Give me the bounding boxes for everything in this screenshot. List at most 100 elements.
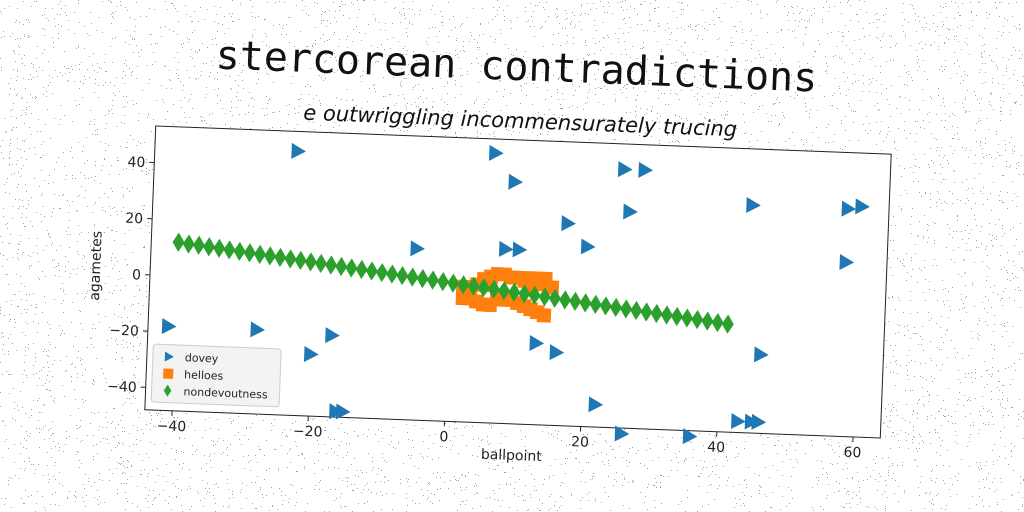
point-nondevoutness [172,232,185,252]
point-helloes [537,277,553,292]
data-marks [161,142,870,445]
point-dovey [754,346,769,363]
point-nondevoutness [508,282,521,302]
x-tick-label: 40 [707,439,725,456]
chart-title: stercorean contradictions [215,32,818,101]
point-nondevoutness [365,261,378,281]
point-nondevoutness [335,256,348,277]
point-nondevoutness [589,294,602,314]
point-dovey [303,345,319,362]
axis-ticks: −40 −20 0 20 40 60 −40 −20 0 20 40 [107,154,862,462]
point-nondevoutness [538,287,551,307]
point-nondevoutness [630,300,643,321]
point-nondevoutness [691,309,704,330]
point-nondevoutness [701,311,714,331]
point-nondevoutness [518,284,531,304]
point-helloes [536,308,552,323]
point-dovey [325,327,340,344]
x-tick-label: 0 [439,429,449,445]
point-dovey [549,344,565,361]
x-axis-label: ballpoint [481,447,543,465]
point-nondevoutness [284,249,297,269]
point-nondevoutness [681,308,694,328]
point-dovey [580,238,596,255]
point-nondevoutness [711,312,724,333]
point-dovey [250,321,266,338]
point-nondevoutness [436,272,449,292]
point-nondevoutness [477,278,490,298]
point-dovey [512,241,528,258]
point-dovey [161,318,177,335]
point-nondevoutness [548,288,561,308]
y-tick-label: 40 [127,154,145,171]
point-nondevoutness [192,235,205,255]
legend-label-dovey: dovey [185,351,219,365]
point-nondevoutness [213,238,226,258]
legend-frame [150,343,282,408]
point-nondevoutness [406,267,419,287]
point-dovey [561,215,576,232]
point-nondevoutness [467,276,480,296]
y-tick-label: −40 [107,379,137,396]
point-nondevoutness [426,270,439,290]
point-nondevoutness [253,244,266,264]
legend-label-helloes: helloes [184,368,224,383]
point-nondevoutness [355,259,368,280]
x-tick-label: 20 [571,434,589,451]
point-helloes [455,290,471,306]
plot-area: −40 −20 0 20 40 60 −40 −20 0 20 40 ballpoint agame… [87,125,892,465]
point-nondevoutness [620,299,633,319]
point-nondevoutness [294,250,307,271]
point-nondevoutness [325,255,338,275]
point-nondevoutness [447,273,460,293]
point-nondevoutness [386,264,399,284]
point-nondevoutness [416,269,429,289]
point-dovey [839,254,855,270]
y-tick-label: −20 [109,323,139,340]
point-dovey [488,144,504,161]
axes-frame [144,125,892,439]
point-dovey [682,428,698,445]
point-dovey [588,396,604,413]
x-tick-label: −20 [293,423,323,440]
point-nondevoutness [182,234,195,254]
point-dovey [335,403,351,420]
point-dovey [508,173,524,190]
point-nondevoutness [650,303,663,324]
point-nondevoutness [599,296,612,316]
point-nondevoutness [304,252,317,272]
point-nondevoutness [457,275,470,295]
point-nondevoutness [203,237,216,257]
point-nondevoutness [660,305,673,325]
point-dovey [291,142,306,159]
point-dovey [623,203,638,220]
point-nondevoutness [243,243,256,263]
legend-marker-nondevoutness [163,384,172,397]
y-axis-label: agametes [87,231,106,301]
point-dovey [841,200,857,217]
point-nondevoutness [579,293,592,313]
point-nondevoutness [264,246,277,266]
point-nondevoutness [274,247,287,267]
x-tick-label: 60 [843,445,861,462]
point-nondevoutness [487,279,500,299]
point-dovey [746,196,761,213]
point-dovey [617,161,633,178]
legend-label-nondevoutness: nondevoutness [183,385,268,401]
point-nondevoutness [345,258,358,278]
point-dovey [529,334,545,351]
point-dovey [751,413,767,430]
point-nondevoutness [670,306,683,327]
point-nondevoutness [314,253,327,274]
point-nondevoutness [233,241,246,261]
point-nondevoutness [559,290,572,310]
point-dovey [498,240,514,257]
point-nondevoutness [223,240,236,260]
point-dovey [731,413,746,430]
legend: dovey helloes nondevoutness [150,343,282,408]
y-tick-label: 20 [125,211,143,228]
point-nondevoutness [528,285,541,305]
point-nondevoutness [498,281,511,301]
point-dovey [855,198,870,215]
